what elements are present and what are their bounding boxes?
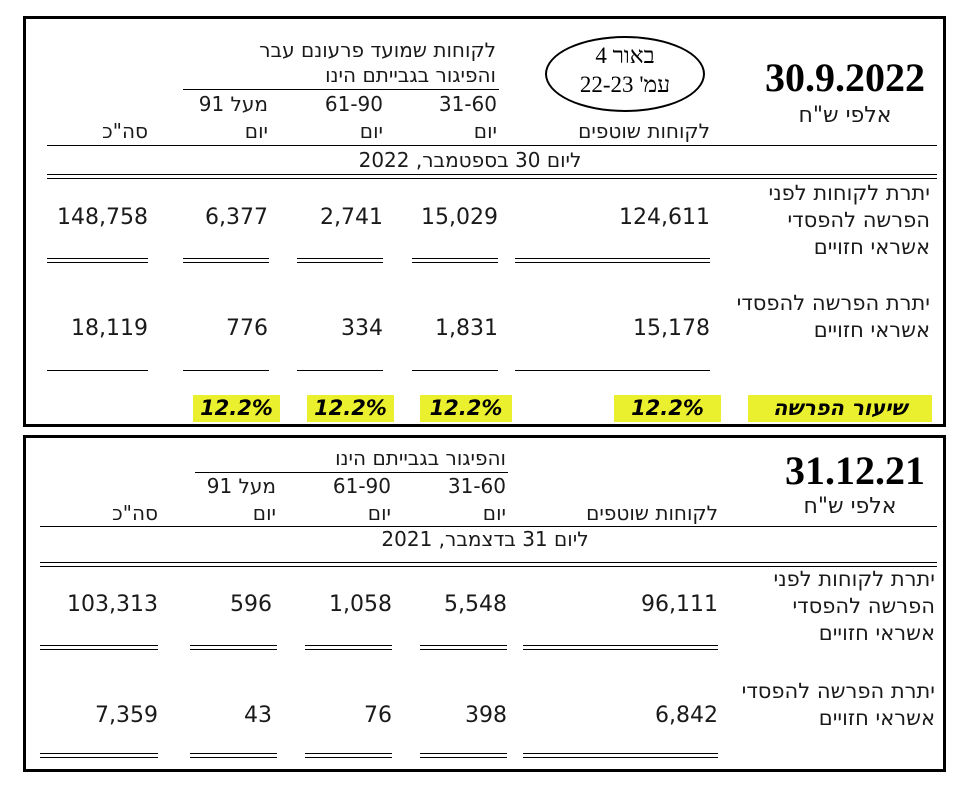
total-underline: [305, 753, 392, 758]
cell-customers: 124,611: [619, 205, 710, 230]
overdue-header-line2: והפיגור בגבייתם הינו: [325, 63, 496, 87]
overdue-header-rule: [195, 472, 508, 473]
total-underline: [190, 753, 277, 758]
col-3160-range: 31-60: [447, 474, 506, 498]
total-underline: [515, 258, 710, 263]
rate-6190-highlight: 12.2%: [307, 395, 394, 422]
col-6190-unit: יום: [359, 119, 383, 143]
total-underline: [183, 258, 269, 263]
cell-customers: 96,111: [641, 592, 718, 617]
row-label-gross-balance: יתרת לקוחות לפני הפרשה להפסדי אשראי חזוי…: [773, 567, 935, 645]
total-underline: [420, 753, 507, 758]
period-label: ליום 30 בספטמבר, 2022: [358, 148, 582, 172]
cell-6190: 1,058: [329, 592, 392, 617]
cell-customers: 6,842: [655, 703, 718, 728]
total-underline: [305, 645, 392, 650]
col-3160-unit: יום: [473, 119, 497, 143]
col-6190-unit: יום: [367, 501, 391, 525]
cell-6190: 2,741: [320, 205, 383, 230]
unit-label: אלפי ש"ח: [798, 103, 892, 128]
col-91-range: מעל 91: [206, 474, 276, 498]
total-underline: [412, 258, 498, 263]
header-bottom-rule: [40, 526, 937, 527]
table-date-title: 31.12.21: [785, 448, 925, 493]
total-underline: [47, 258, 148, 263]
total-underline: [40, 645, 158, 650]
note-reference-line1: באור 4: [595, 43, 655, 68]
row-label-gross-balance: יתרת לקוחות לפני הפרשה להפסדי אשראי חזוי…: [768, 181, 930, 259]
total-underline: [40, 753, 158, 758]
cell-3160: 5,548: [444, 592, 507, 617]
cell-3160: 398: [465, 703, 507, 728]
header-bottom-rule: [47, 145, 937, 146]
col-6190-range: 61-90: [324, 92, 383, 116]
subtotal-underline: [297, 370, 383, 371]
total-underline: [420, 645, 507, 650]
period-rule-2: [40, 566, 937, 567]
note-reference-oval: [545, 36, 705, 112]
period-label: ליום 31 בדצמבר, 2021: [381, 527, 589, 551]
cell-3160: 15,029: [421, 205, 498, 230]
rate-3160-highlight: 12.2%: [420, 395, 512, 422]
cell-total: 103,313: [67, 592, 158, 617]
rate-label-highlight: שיעור הפרשה: [748, 395, 932, 422]
subtotal-underline: [47, 370, 148, 371]
period-rule-2: [47, 178, 937, 179]
cell-total: 7,359: [95, 703, 158, 728]
col-91-unit: יום: [244, 119, 268, 143]
total-underline: [297, 258, 383, 263]
table-panel-sep-2022: [23, 16, 946, 427]
cell-6190: 76: [364, 703, 392, 728]
period-rule-1: [47, 174, 937, 175]
cell-customers: 15,178: [633, 316, 710, 341]
col-3160-unit: יום: [482, 501, 506, 525]
col-total-header: סה"כ: [102, 119, 148, 143]
overdue-header-rule: [183, 89, 499, 90]
cell-3160: 1,831: [435, 316, 498, 341]
col-6190-range: 61-90: [332, 474, 391, 498]
col-customers-header: לקוחות שוטפים: [578, 119, 710, 143]
cell-91: 596: [230, 592, 272, 617]
cell-total: 148,758: [57, 205, 148, 230]
subtotal-underline: [183, 370, 269, 371]
table-date-title: 30.9.2022: [765, 55, 925, 100]
row-label-allowance: יתרת הפרשה להפסדי אשראי חזויים: [736, 291, 930, 342]
rate-91-highlight: 12.2%: [193, 395, 280, 422]
col-91-unit: יום: [252, 501, 276, 525]
cell-91: 6,377: [205, 205, 268, 230]
total-underline: [190, 645, 277, 650]
overdue-header-line1: לקוחות שמועד פרעונם עבר: [259, 38, 496, 62]
col-customers-header: לקוחות שוטפים: [586, 501, 718, 525]
rate-customers-highlight: 12.2%: [614, 395, 721, 422]
col-total-header: סה"כ: [112, 501, 158, 525]
cell-91: 776: [226, 316, 268, 341]
cell-91: 43: [244, 703, 272, 728]
note-reference-line2: עמ' 22-23: [579, 72, 671, 97]
table-panel-dec-2021: [23, 435, 946, 772]
total-underline: [523, 753, 718, 758]
subtotal-underline: [515, 370, 710, 371]
col-91-range: מעל 91: [198, 92, 268, 116]
overdue-header: והפיגור בגבייתם הינו: [335, 446, 506, 470]
col-3160-range: 31-60: [438, 92, 497, 116]
total-underline: [523, 645, 718, 650]
row-label-allowance: יתרת הפרשה להפסדי אשראי חזויים: [741, 679, 935, 730]
subtotal-underline: [412, 370, 498, 371]
unit-label: אלפי ש"ח: [803, 494, 897, 519]
cell-total: 18,119: [71, 316, 148, 341]
period-rule-1: [40, 562, 937, 563]
cell-6190: 334: [341, 316, 383, 341]
